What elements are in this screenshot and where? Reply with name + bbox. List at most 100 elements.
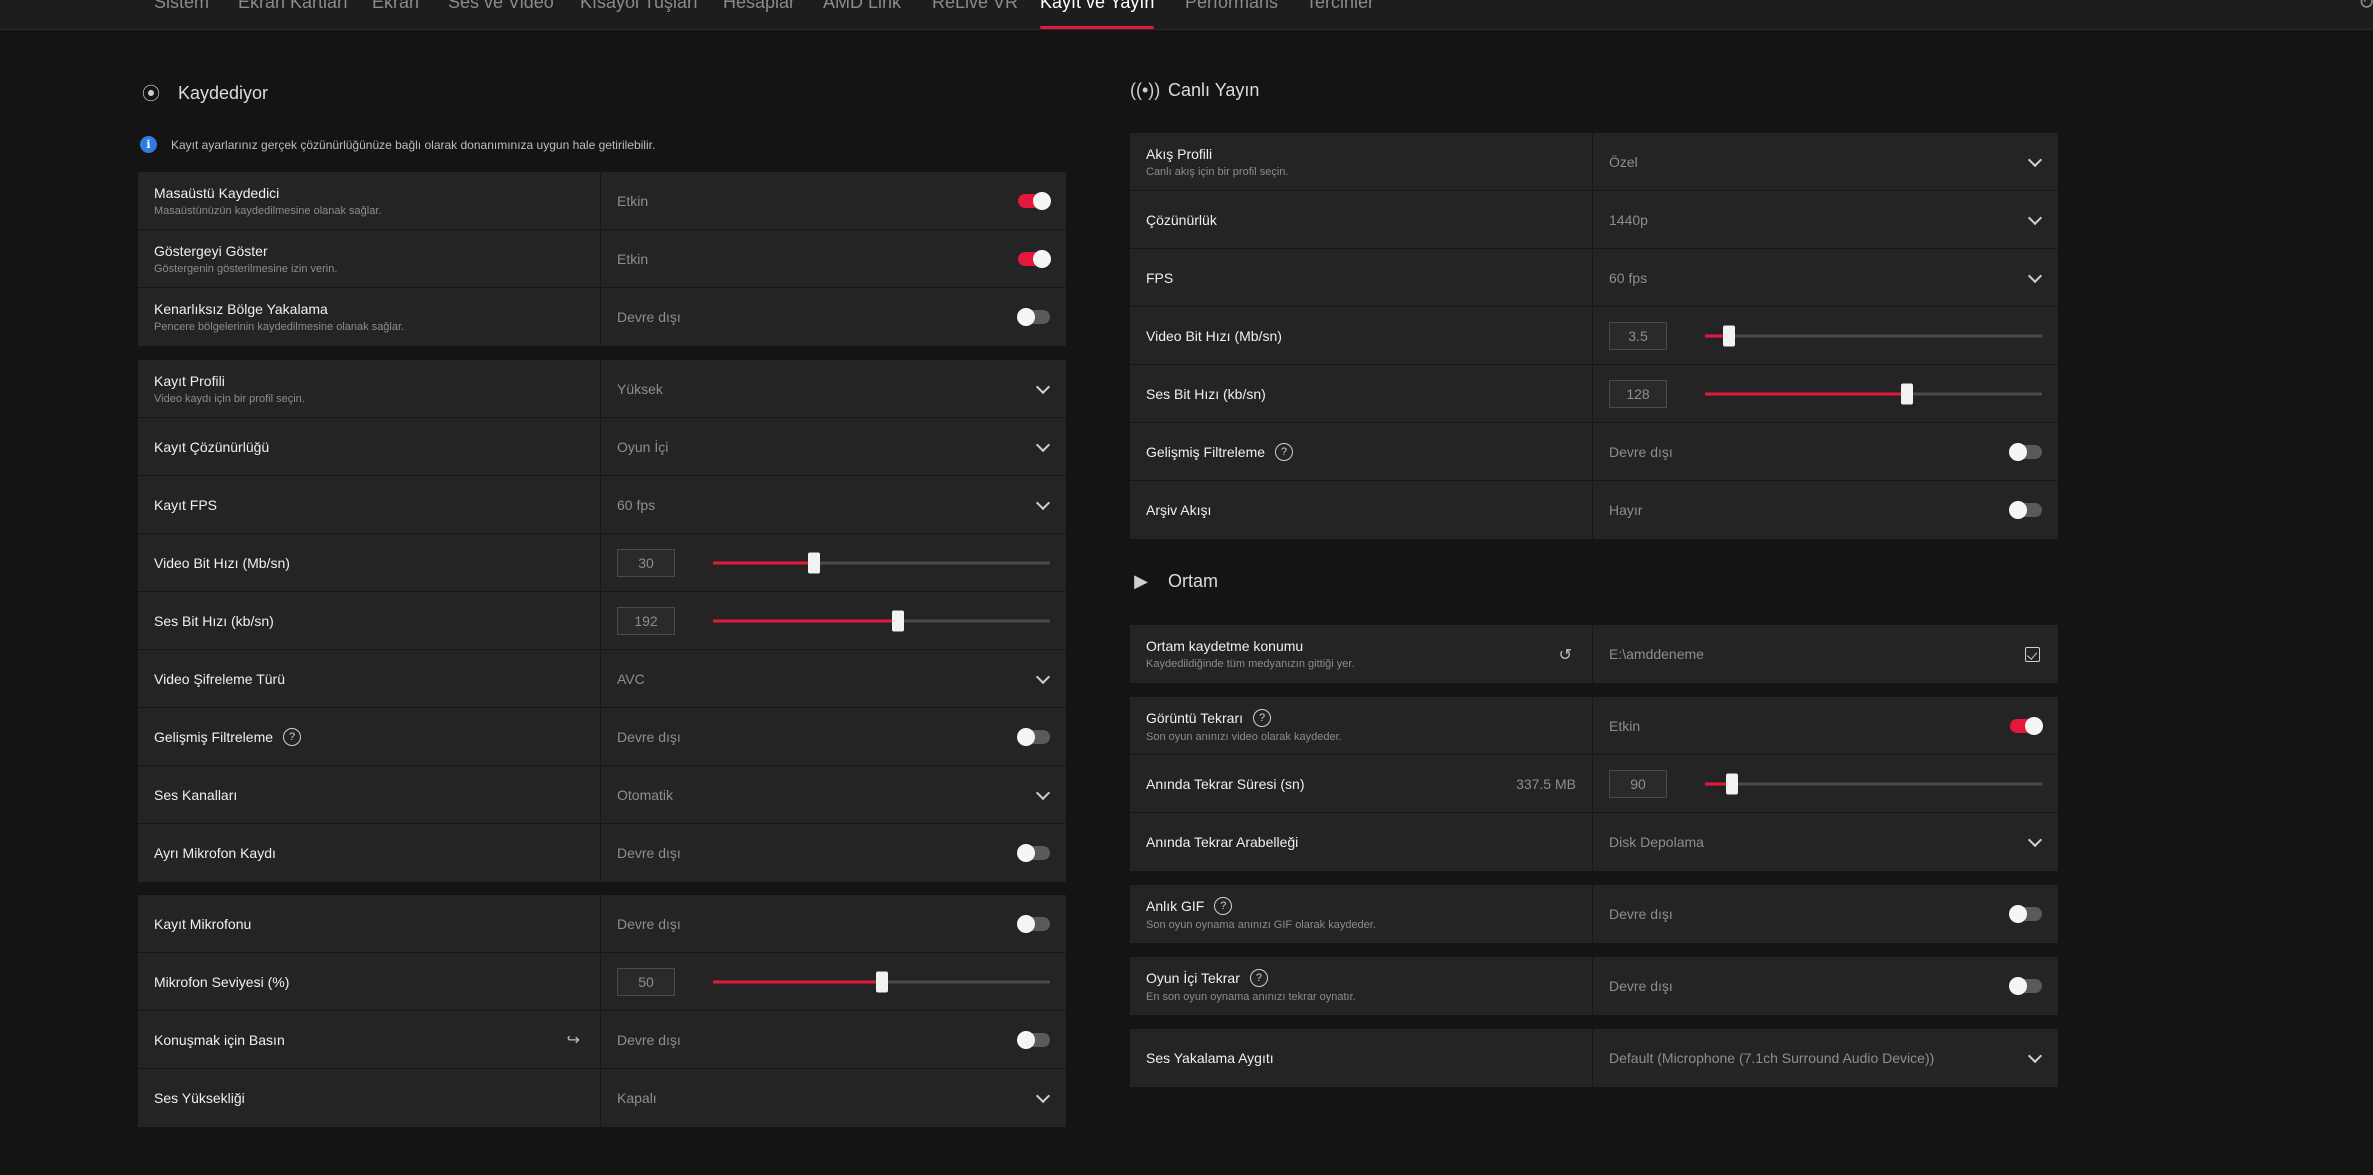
archive-stream-toggle[interactable] [2009, 501, 2042, 519]
broadcast-icon: ((•)) [1130, 80, 1161, 100]
borderless-capture-value: Devre dışı [617, 309, 681, 325]
desktop-recorder-label: Masaüstü Kaydedici [154, 184, 280, 201]
stream-filtering-value: Devre dışı [1609, 443, 1673, 460]
show-indicator-label: Göstergeyi Göster [154, 242, 268, 259]
volume-row[interactable]: Ses Yüksekliği Kapalı [138, 1069, 1066, 1127]
share-arrow-icon[interactable]: ↪ [566, 1031, 580, 1049]
tab-performans[interactable]: Performans [1185, 0, 1279, 12]
stream-fps-value: 60 fps [1609, 269, 1648, 286]
video-bitrate-input[interactable]: 30 [617, 548, 675, 577]
stream-video-bitrate-input[interactable]: 3.5 [1609, 321, 1667, 350]
help-icon[interactable]: ? [1275, 442, 1294, 461]
chevron-down-icon[interactable] [1035, 1088, 1051, 1104]
refresh-icon[interactable]: ↻ [2358, 0, 2373, 14]
help-icon[interactable]: ? [1249, 969, 1268, 987]
encoding-row[interactable]: Video Şifreleme Türü AVC [138, 650, 1066, 708]
help-icon[interactable]: ? [1214, 897, 1233, 915]
ingame-replay-value: Devre dışı [1609, 978, 1673, 994]
recording-filtering-toggle[interactable] [1017, 727, 1050, 746]
show-indicator-toggle[interactable] [1018, 249, 1051, 268]
tab-hesaplar[interactable]: Hesaplar [723, 0, 796, 12]
recording-fps-row[interactable]: Kayıt FPS 60 fps [138, 476, 1066, 534]
gif-value: Devre dışı [1609, 906, 1673, 922]
stream-fps-row[interactable]: FPS 60 fps [1130, 249, 2058, 307]
stream-filtering-toggle[interactable] [2009, 442, 2042, 461]
stream-video-bitrate-label: Video Bit Hızı (Mb/sn) [1146, 327, 1282, 344]
replay-duration-input[interactable]: 90 [1609, 769, 1667, 798]
gif-toggle[interactable] [2009, 905, 2042, 923]
borderless-capture-toggle[interactable] [1017, 308, 1050, 326]
recording-profile-desc: Video kaydı için bir profil seçin. [154, 392, 305, 405]
info-icon: i [140, 136, 157, 153]
media-title: Ortam [1168, 571, 1219, 591]
tab-ses-ve-video[interactable]: Ses ve Video [448, 0, 554, 12]
stream-resolution-row[interactable]: Çözünürlük 1440p [1130, 191, 2058, 249]
replay-desc: Son oyun anınızı video olarak kaydeder. [1146, 730, 1342, 743]
recording-fps-value: 60 fps [617, 496, 656, 513]
tab-tercihler[interactable]: Tercihler [1306, 0, 1375, 12]
stream-profile-desc: Canlı akış için bir profil seçin. [1146, 165, 1289, 178]
tab-kayit-ve-yayin[interactable]: Kayıt ve Yayın [1040, 0, 1155, 29]
chevron-down-icon[interactable] [1035, 495, 1051, 510]
slider-thumb[interactable] [1725, 773, 1738, 794]
ingame-replay-toggle[interactable] [2009, 977, 2042, 995]
reset-icon[interactable]: ↺ [1558, 647, 1572, 664]
slider-thumb[interactable] [1901, 383, 1914, 404]
slider-thumb[interactable] [808, 552, 821, 573]
chevron-down-icon[interactable] [1035, 669, 1051, 684]
folder-select-icon[interactable] [2025, 646, 2040, 662]
video-bitrate-slider[interactable] [713, 552, 1050, 573]
chevron-down-icon[interactable] [1035, 437, 1051, 452]
tab-kisayol-tuslari[interactable]: Kısayol Tuşları [580, 0, 699, 12]
chevron-down-icon[interactable] [2027, 210, 2043, 225]
chevron-down-icon[interactable] [2027, 152, 2043, 167]
replay-duration-slider[interactable] [1705, 773, 2042, 794]
tab-sistem[interactable]: Sistem [154, 0, 210, 12]
recording-resolution-row[interactable]: Kayıt Çözünürlüğü Oyun İçi [138, 418, 1066, 476]
separate-mic-toggle[interactable] [1017, 844, 1050, 862]
recording-filtering-row: Gelişmiş Filtreleme? Devre dışı [138, 708, 1066, 766]
recording-mic-toggle[interactable] [1017, 914, 1050, 933]
help-icon[interactable]: ? [1253, 708, 1272, 727]
chevron-down-icon[interactable] [2027, 268, 2043, 283]
desktop-recorder-toggle[interactable] [1018, 191, 1051, 210]
capture-device-row[interactable]: Ses Yakalama Aygıtı Default (Microphone … [1130, 1029, 2058, 1087]
replay-buffer-row[interactable]: Anında Tekrar Arabelleği Disk Depolama [1130, 813, 2058, 871]
recording-profile-label: Kayıt Profili [154, 372, 225, 389]
record-icon: ⦿ [142, 84, 160, 104]
tab-relive-vr[interactable]: ReLive VR [932, 0, 1019, 12]
help-icon[interactable]: ? [283, 727, 302, 746]
audio-bitrate-slider[interactable] [713, 610, 1050, 631]
stream-audio-bitrate-input[interactable]: 128 [1609, 379, 1667, 408]
audio-channels-row[interactable]: Ses Kanalları Otomatik [138, 766, 1066, 824]
replay-toggle[interactable] [2010, 716, 2043, 735]
tab-ekran[interactable]: Ekran [372, 0, 420, 12]
audio-bitrate-input[interactable]: 192 [617, 606, 675, 635]
chevron-down-icon[interactable] [2027, 832, 2043, 848]
archive-stream-value: Hayır [1609, 502, 1643, 518]
tab-ekran-kartlari[interactable]: Ekran Kartları [238, 0, 349, 12]
stream-filtering-label: Gelişmiş Filtreleme [1146, 443, 1266, 460]
chevron-down-icon[interactable] [1035, 785, 1051, 800]
mic-level-input[interactable]: 50 [617, 967, 675, 996]
mic-level-slider[interactable] [713, 971, 1050, 992]
push-to-talk-toggle[interactable] [1017, 1030, 1050, 1049]
chevron-down-icon[interactable] [2027, 1048, 2043, 1064]
desktop-recorder-row: Masaüstü Kaydedici Masaüstünüzün kaydedi… [138, 172, 1066, 230]
capture-device-card: Ses Yakalama Aygıtı Default (Microphone … [1130, 1029, 2058, 1087]
gif-desc: Son oyun oynama anınızı GIF olarak kayde… [1146, 919, 1376, 931]
stream-audio-bitrate-slider[interactable] [1705, 383, 2042, 404]
recording-mic-value: Devre dışı [617, 915, 681, 932]
audio-bitrate-row: Ses Bit Hızı (kb/sn) 192 [138, 592, 1066, 650]
replay-size: 337.5 MB [1516, 776, 1576, 792]
tab-amd-link[interactable]: AMD Link [823, 0, 902, 12]
chevron-down-icon[interactable] [1035, 379, 1051, 394]
top-nav: Sistem Ekran Kartları Ekran Ses ve Video… [0, 0, 2373, 30]
slider-thumb[interactable] [875, 971, 888, 992]
recording-profile-row[interactable]: Kayıt Profili Video kaydı için bir profi… [138, 360, 1066, 418]
slider-thumb[interactable] [1722, 325, 1735, 346]
slider-thumb[interactable] [892, 610, 905, 631]
volume-label: Ses Yüksekliği [154, 1090, 245, 1106]
stream-video-bitrate-slider[interactable] [1705, 325, 2042, 346]
stream-profile-row[interactable]: Akış Profili Canlı akış için bir profil … [1130, 133, 2058, 191]
